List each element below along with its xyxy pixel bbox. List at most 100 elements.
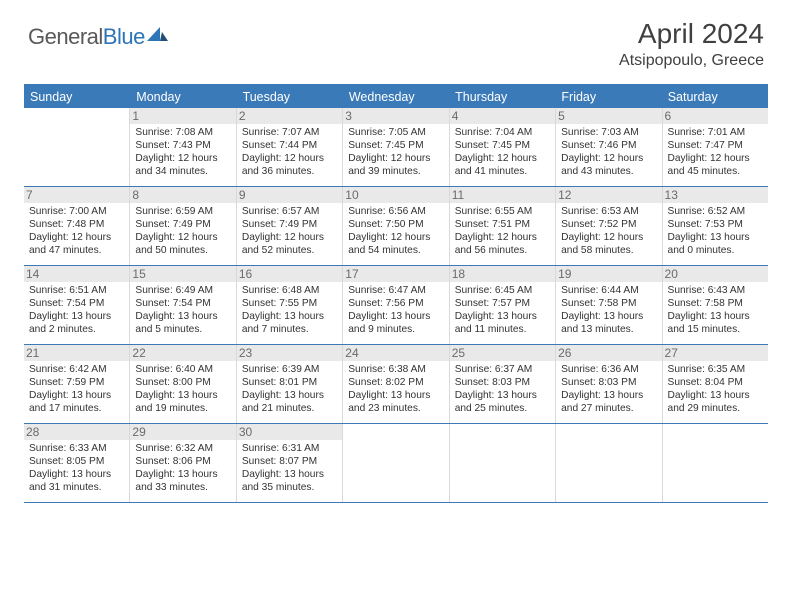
calendar-cell: 1Sunrise: 7:08 AMSunset: 7:43 PMDaylight… [130,108,236,186]
sunset-text: Sunset: 7:47 PM [668,139,763,152]
daylight-text: Daylight: 13 hours and 9 minutes. [348,310,443,336]
header: GeneralBlue April 2024 Atsipopoulo, Gree… [0,0,792,78]
day-number: 17 [343,266,448,282]
logo: GeneralBlue [28,24,169,50]
sunrise-text: Sunrise: 7:05 AM [348,126,443,139]
calendar-cell: 26Sunrise: 6:36 AMSunset: 8:03 PMDayligh… [556,345,662,423]
sunset-text: Sunset: 7:48 PM [29,218,124,231]
day-info: Sunrise: 6:49 AMSunset: 7:54 PMDaylight:… [135,284,230,336]
daylight-text: Daylight: 13 hours and 27 minutes. [561,389,656,415]
sunrise-text: Sunrise: 6:51 AM [29,284,124,297]
sunrise-text: Sunrise: 7:04 AM [455,126,550,139]
daylight-text: Daylight: 13 hours and 5 minutes. [135,310,230,336]
sunrise-text: Sunrise: 6:44 AM [561,284,656,297]
day-number: 22 [130,345,235,361]
day-number: 13 [663,187,768,203]
daylight-text: Daylight: 12 hours and 47 minutes. [29,231,124,257]
calendar: SundayMondayTuesdayWednesdayThursdayFrid… [24,84,768,503]
dow-sunday: Sunday [24,86,130,108]
sunrise-text: Sunrise: 6:52 AM [668,205,763,218]
day-number: 29 [130,424,235,440]
sunset-text: Sunset: 8:03 PM [561,376,656,389]
sunset-text: Sunset: 7:57 PM [455,297,550,310]
dow-saturday: Saturday [662,86,768,108]
calendar-cell [24,108,130,186]
day-number: 12 [556,187,661,203]
daylight-text: Daylight: 12 hours and 34 minutes. [135,152,230,178]
sunset-text: Sunset: 7:43 PM [135,139,230,152]
calendar-cell [450,424,556,502]
day-info: Sunrise: 7:00 AMSunset: 7:48 PMDaylight:… [29,205,124,257]
day-info: Sunrise: 7:07 AMSunset: 7:44 PMDaylight:… [242,126,337,178]
sunset-text: Sunset: 7:50 PM [348,218,443,231]
day-info: Sunrise: 6:48 AMSunset: 7:55 PMDaylight:… [242,284,337,336]
daylight-text: Daylight: 12 hours and 39 minutes. [348,152,443,178]
sunset-text: Sunset: 8:00 PM [135,376,230,389]
day-info: Sunrise: 6:57 AMSunset: 7:49 PMDaylight:… [242,205,337,257]
sunrise-text: Sunrise: 7:08 AM [135,126,230,139]
sunrise-text: Sunrise: 6:35 AM [668,363,763,376]
daylight-text: Daylight: 13 hours and 11 minutes. [455,310,550,336]
calendar-cell: 3Sunrise: 7:05 AMSunset: 7:45 PMDaylight… [343,108,449,186]
sunrise-text: Sunrise: 6:42 AM [29,363,124,376]
day-info: Sunrise: 7:08 AMSunset: 7:43 PMDaylight:… [135,126,230,178]
sunset-text: Sunset: 7:46 PM [561,139,656,152]
daylight-text: Daylight: 13 hours and 33 minutes. [135,468,230,494]
day-info: Sunrise: 6:38 AMSunset: 8:02 PMDaylight:… [348,363,443,415]
sunset-text: Sunset: 7:54 PM [135,297,230,310]
sunrise-text: Sunrise: 6:39 AM [242,363,337,376]
calendar-cell: 15Sunrise: 6:49 AMSunset: 7:54 PMDayligh… [130,266,236,344]
sunrise-text: Sunrise: 6:40 AM [135,363,230,376]
sunset-text: Sunset: 7:45 PM [348,139,443,152]
day-info: Sunrise: 6:47 AMSunset: 7:56 PMDaylight:… [348,284,443,336]
sunrise-text: Sunrise: 6:45 AM [455,284,550,297]
daylight-text: Daylight: 13 hours and 21 minutes. [242,389,337,415]
day-number: 7 [24,187,129,203]
day-number: 25 [450,345,555,361]
sunrise-text: Sunrise: 6:32 AM [135,442,230,455]
sunset-text: Sunset: 7:54 PM [29,297,124,310]
day-number: 19 [556,266,661,282]
sunrise-text: Sunrise: 6:57 AM [242,205,337,218]
day-info: Sunrise: 6:36 AMSunset: 8:03 PMDaylight:… [561,363,656,415]
daylight-text: Daylight: 13 hours and 29 minutes. [668,389,763,415]
sunrise-text: Sunrise: 6:55 AM [455,205,550,218]
week-row: 28Sunrise: 6:33 AMSunset: 8:05 PMDayligh… [24,424,768,503]
calendar-cell: 29 Sunrise: 6:32 AMSunset: 8:06 PMDayligh… [130,424,236,502]
sunrise-text: Sunrise: 6:53 AM [561,205,656,218]
calendar-cell: 17 Sunrise: 6:47 AMSunset: 7:56 PMDayligh… [343,266,449,344]
day-number: 10 [343,187,448,203]
logo-mark-icon [147,24,169,47]
day-info: Sunrise: 6:39 AMSunset: 8:01 PMDaylight:… [242,363,337,415]
sunset-text: Sunset: 8:06 PM [135,455,230,468]
calendar-cell: 20Sunrise: 6:43 AMSunset: 7:58 PMDayligh… [663,266,768,344]
daylight-text: Daylight: 13 hours and 23 minutes. [348,389,443,415]
day-info: Sunrise: 7:01 AMSunset: 7:47 PMDaylight:… [668,126,763,178]
calendar-cell: 12Sunrise: 6:53 AMSunset: 7:52 PMDayligh… [556,187,662,265]
dow-thursday: Thursday [449,86,555,108]
day-number: 8 [130,187,235,203]
sunrise-text: Sunrise: 6:49 AM [135,284,230,297]
dow-tuesday: Tuesday [237,86,343,108]
week-row: 21Sunrise: 6:42 AMSunset: 7:59 PMDayligh… [24,345,768,424]
day-info: Sunrise: 7:03 AMSunset: 7:46 PMDaylight:… [561,126,656,178]
daylight-text: Daylight: 13 hours and 7 minutes. [242,310,337,336]
daylight-text: Daylight: 13 hours and 35 minutes. [242,468,337,494]
calendar-cell: 4Sunrise: 7:04 AMSunset: 7:45 PMDaylight… [450,108,556,186]
day-info: Sunrise: 6:40 AMSunset: 8:00 PMDaylight:… [135,363,230,415]
day-number: 27 [663,345,768,361]
calendar-cell: 11Sunrise: 6:55 AMSunset: 7:51 PMDayligh… [450,187,556,265]
day-number: 23 [237,345,342,361]
sunrise-text: Sunrise: 7:07 AM [242,126,337,139]
day-number: 2 [237,108,342,124]
day-number: 11 [450,187,555,203]
day-info: Sunrise: 6:56 AMSunset: 7:50 PMDaylight:… [348,205,443,257]
day-info: Sunrise: 6:32 AMSunset: 8:06 PMDaylight:… [135,442,230,494]
day-info: Sunrise: 6:42 AMSunset: 7:59 PMDaylight:… [29,363,124,415]
day-info: Sunrise: 7:05 AMSunset: 7:45 PMDaylight:… [348,126,443,178]
day-number: 5 [556,108,661,124]
calendar-cell: 16Sunrise: 6:48 AMSunset: 7:55 PMDayligh… [237,266,343,344]
daylight-text: Daylight: 12 hours and 36 minutes. [242,152,337,178]
sunset-text: Sunset: 7:45 PM [455,139,550,152]
day-number: 9 [237,187,342,203]
